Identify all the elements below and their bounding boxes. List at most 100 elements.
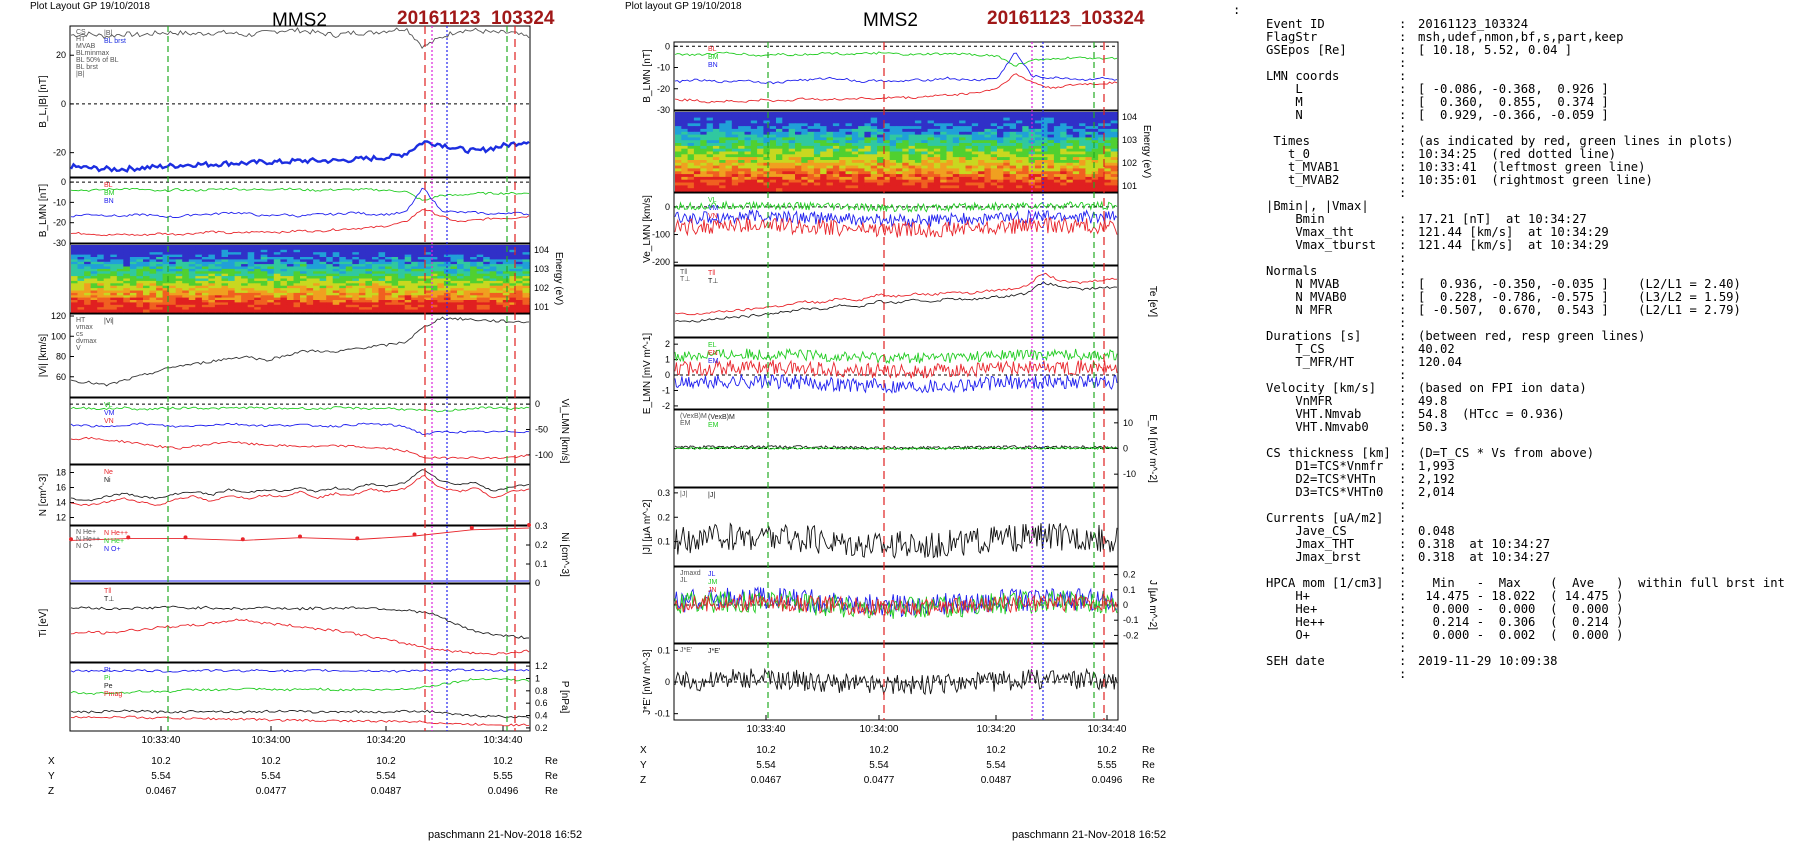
heatmap-cell bbox=[801, 165, 809, 169]
heatmap-cell bbox=[208, 283, 216, 287]
heatmap-cell bbox=[845, 143, 853, 147]
tick-label: 0.8 bbox=[535, 686, 548, 696]
heatmap-cell bbox=[864, 137, 872, 141]
heatmap-cell bbox=[933, 137, 941, 141]
heatmap-cell bbox=[77, 261, 85, 265]
heatmap-cell bbox=[358, 252, 366, 256]
heatmap-cell bbox=[195, 295, 203, 299]
heatmap-cell bbox=[188, 297, 196, 301]
summary-value: 2,192 bbox=[1418, 472, 1455, 486]
heatmap-cell bbox=[71, 283, 79, 287]
heatmap-cell bbox=[769, 151, 777, 155]
heatmap-cell bbox=[731, 165, 739, 169]
heatmap-cell bbox=[832, 157, 840, 161]
series-label: T‖ bbox=[708, 270, 715, 277]
heatmap-cell bbox=[339, 300, 347, 303]
heatmap-cell bbox=[476, 247, 484, 251]
heatmap-cell bbox=[1003, 145, 1011, 150]
heatmap-cell bbox=[358, 249, 366, 253]
heatmap-cell bbox=[952, 188, 960, 192]
legend-entry: BL brst bbox=[76, 64, 98, 71]
heatmap-cell bbox=[1034, 140, 1042, 144]
heatmap-cell bbox=[864, 128, 872, 133]
heatmap-cell bbox=[345, 264, 353, 268]
heatmap-cell bbox=[398, 271, 406, 275]
heatmap-cell bbox=[365, 304, 373, 308]
summary-colon: : bbox=[1399, 95, 1407, 109]
heatmap-cell bbox=[470, 285, 478, 289]
heatmap-cell bbox=[116, 268, 124, 272]
heatmap-cell bbox=[241, 302, 249, 306]
heatmap-cell bbox=[286, 271, 294, 275]
heatmap-cell bbox=[1085, 117, 1093, 121]
heatmap-cell bbox=[195, 252, 203, 256]
heatmap-cell bbox=[358, 304, 366, 308]
heatmap-cell bbox=[858, 131, 865, 136]
heatmap-cell bbox=[984, 179, 992, 184]
heatmap-cell bbox=[182, 285, 190, 289]
heatmap-cell bbox=[807, 140, 815, 144]
heatmap-cell bbox=[719, 168, 727, 172]
heatmap-cell bbox=[1098, 117, 1105, 121]
heatmap-cell bbox=[254, 309, 262, 313]
heatmap-cell bbox=[813, 148, 821, 153]
heatmap-cell bbox=[273, 261, 281, 265]
heatmap-cell bbox=[706, 120, 714, 124]
heatmap-cell bbox=[687, 179, 695, 184]
heatmap-cell bbox=[195, 266, 203, 270]
heatmap-cell bbox=[851, 165, 859, 169]
position-value: 5.54 bbox=[261, 771, 281, 782]
heatmap-cell bbox=[214, 245, 222, 248]
heatmap-cell bbox=[149, 249, 157, 253]
heatmap-cell bbox=[365, 278, 373, 282]
heatmap-cell bbox=[175, 268, 183, 272]
heatmap-cell bbox=[90, 259, 98, 263]
heatmap-cell bbox=[757, 154, 764, 158]
heatmap-cell bbox=[188, 278, 196, 282]
heatmap-cell bbox=[417, 264, 425, 268]
summary-value: 0.048 bbox=[1418, 524, 1455, 538]
heatmap-cell bbox=[286, 276, 294, 280]
heatmap-cell bbox=[965, 188, 973, 192]
heatmap-cell bbox=[293, 280, 301, 284]
heatmap-cell bbox=[241, 264, 249, 268]
heatmap-cell bbox=[483, 273, 491, 277]
heatmap-cell bbox=[149, 261, 157, 265]
heatmap-cell bbox=[496, 268, 504, 272]
x-tick-label: 10:34:40 bbox=[484, 735, 523, 746]
panel-frame bbox=[673, 487, 1119, 567]
heatmap-cell bbox=[358, 283, 366, 287]
heatmap-cell bbox=[123, 264, 131, 268]
heatmap-cell bbox=[738, 120, 745, 124]
heatmap-cell bbox=[712, 174, 720, 178]
heatmap-cell bbox=[896, 154, 903, 158]
heatmap-cell bbox=[169, 254, 177, 258]
heatmap-cell bbox=[984, 145, 992, 150]
heatmap-cell bbox=[788, 120, 796, 124]
heatmap-cell bbox=[858, 151, 865, 155]
heatmap-cell bbox=[788, 123, 796, 127]
heatmap-cell bbox=[788, 137, 796, 141]
heatmap-cell bbox=[1091, 128, 1099, 133]
heatmap-cell bbox=[731, 157, 739, 161]
heatmap-cell bbox=[509, 283, 517, 287]
heatmap-cell bbox=[832, 117, 840, 121]
heatmap-cell bbox=[706, 157, 714, 161]
heatmap-cell bbox=[149, 278, 157, 282]
heatmap-cell bbox=[731, 168, 739, 172]
heatmap-cell bbox=[162, 288, 170, 292]
heatmap-cell bbox=[221, 261, 229, 265]
heatmap-cell bbox=[914, 165, 922, 169]
heatmap-cell bbox=[143, 283, 151, 287]
heatmap-cell bbox=[801, 182, 809, 186]
heatmap-cell bbox=[681, 148, 689, 153]
heatmap-cell bbox=[1079, 112, 1086, 116]
heatmap-cell bbox=[77, 285, 85, 289]
heatmap-cell bbox=[927, 174, 935, 178]
heatmap-cell bbox=[1085, 123, 1093, 127]
summary-key: Times bbox=[1266, 134, 1311, 148]
heatmap-cell bbox=[77, 266, 85, 270]
heatmap-cell bbox=[345, 288, 353, 292]
heatmap-cell bbox=[990, 137, 998, 141]
heatmap-cell bbox=[162, 304, 170, 308]
